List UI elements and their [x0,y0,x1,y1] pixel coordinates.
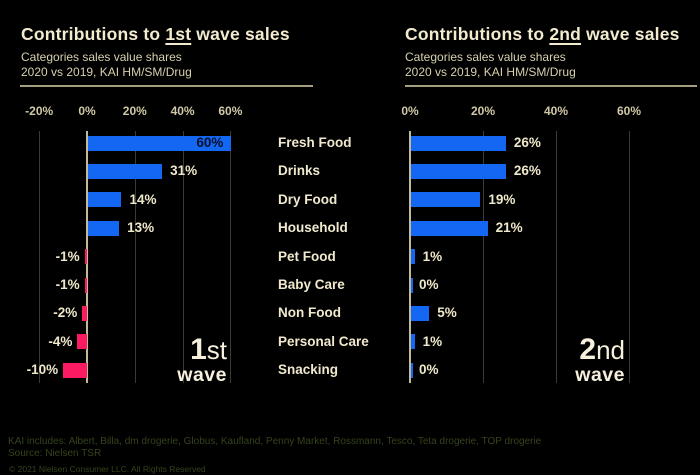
chart1-value-label: -1% [55,248,80,264]
chart1-tick-label: 60% [218,104,243,118]
chart1-value-label: 31% [170,163,198,179]
chart1-gridline [230,131,231,383]
chart2-wave-word: wave [575,364,625,386]
chart1-title-wave-underlined: 1st [165,24,192,44]
chart1-value-label: 13% [127,220,155,236]
chart2-subtitle-line2: 2020 vs 2019, KAI HM/SM/Drug [405,65,576,79]
chart1-zero-axis [86,131,88,383]
chart2-gridline [629,131,630,383]
chart1-tick-label: 20% [122,104,147,118]
chart2-bar-snacking [411,362,413,378]
chart1-header: Contributions to 1st wave sales Categori… [21,24,361,80]
category-label-drinks: Drinks [278,163,321,179]
category-label-fresh-food: Fresh Food [278,135,352,150]
category-label-personal-care: Personal Care [278,333,369,349]
footer-copyright: © 2021 Nielsen Consumer LLC. All Rights … [9,464,206,474]
category-label-non-food: Non Food [278,305,341,321]
chart2-bar-non-food [411,305,430,321]
chart1-bar-household [88,220,120,236]
chart1-subtitle-line2: 2020 vs 2019, KAI HM/SM/Drug [21,65,192,79]
chart2-tick-label: 0% [401,104,419,118]
category-label-household: Household [278,220,348,236]
chart2-header-rule [405,85,697,87]
category-label-dry-food: Dry Food [278,191,338,207]
category-label-baby-care: Baby Care [278,277,345,292]
chart1-wave-suffix: st [206,335,227,365]
chart2-value-label: 26% [513,135,541,150]
chart1-tick-label: 40% [170,104,195,118]
chart2-tick-label: 60% [616,104,642,118]
chart2-wave-ordinal: 2nd [495,333,625,368]
chart2-wave-number: 2 [579,333,597,366]
chart1-value-label: 14% [129,191,157,207]
chart1-gridline [39,131,40,383]
chart1-wave-word: wave [177,364,227,386]
chart1-value-label: -1% [55,277,80,292]
chart1-value-label: -2% [53,305,78,321]
chart1-wave-number: 1 [190,333,207,366]
chart2-bar-personal-care [411,334,415,350]
chart1-bar-baby-care [84,277,87,293]
chart2-value-label: 26% [513,163,541,179]
chart1-header-rule [20,85,313,87]
chart2-title: Contributions to 2nd wave sales [405,24,698,45]
chart2-gridline [556,131,557,383]
chart1-bar-dry-food [88,192,122,208]
footer-source: Source: Nielsen TSR [8,448,102,459]
chart2-bar-pet-food [411,249,415,265]
chart2-title-suffix: wave sales [581,24,680,44]
category-label-pet-food: Pet Food [278,248,336,264]
chart1-gridline [135,131,136,383]
chart2-value-label: 0% [419,277,439,292]
chart1-value-label: -4% [48,333,73,349]
chart2-bar-dry-food [411,192,481,208]
chart2-tick-label: 40% [543,104,569,118]
chart2-value-label: 19% [488,191,516,207]
chart2-value-label: 21% [495,220,523,236]
chart2-value-label: 5% [437,305,457,321]
chart1-title: Contributions to 1st wave sales [21,24,361,45]
chart1-bar-drinks [88,163,163,179]
chart1-bar-snacking [63,362,87,378]
chart2-subtitle-line1: Categories sales value shares [405,50,566,64]
chart2-zero-axis [409,131,411,383]
chart1-value-label: 60% [196,135,224,150]
chart1-bar-personal-care [77,334,87,350]
chart2-bar-fresh-food [411,135,506,151]
chart1-bar-pet-food [84,249,87,265]
chart1-title-prefix: Contributions to [21,24,166,44]
chart2-title-wave-underlined: 2nd [549,24,582,44]
chart2-value-label: 1% [422,248,443,264]
chart1-wave-ordinal: 1st [97,333,227,368]
chart1-title-suffix: wave sales [191,24,290,44]
chart1-subtitle-line1: Categories sales value shares [21,50,182,64]
chart2-wave-suffix: nd [596,335,625,365]
chart1-value-label: -10% [26,362,59,378]
chart2-tick-label: 20% [470,104,496,118]
chart2-value-label: 0% [419,362,439,378]
footer-kai-includes: KAI includes: Albert, Billa, dm drogerie… [8,436,542,447]
chart1-bar-non-food [82,305,87,321]
chart2-title-prefix: Contributions to [405,24,550,44]
chart1-tick-label: -20% [25,104,54,118]
chart2-bar-household [411,220,488,236]
chart1-wave-label: 1st wave [97,333,227,386]
chart1-bar-fresh-food [88,135,232,151]
chart2-value-label: 1% [422,333,443,349]
chart2-bar-drinks [411,163,506,179]
chart2-header: Contributions to 2nd wave sales Categori… [405,24,698,80]
chart2-gridline [483,131,484,383]
chart1-gridline [183,131,184,383]
chart1-tick-label: 0% [78,104,96,118]
category-label-snacking: Snacking [278,362,339,378]
chart2-wave-label: 2nd wave [495,333,625,386]
chart2-bar-baby-care [411,277,413,293]
